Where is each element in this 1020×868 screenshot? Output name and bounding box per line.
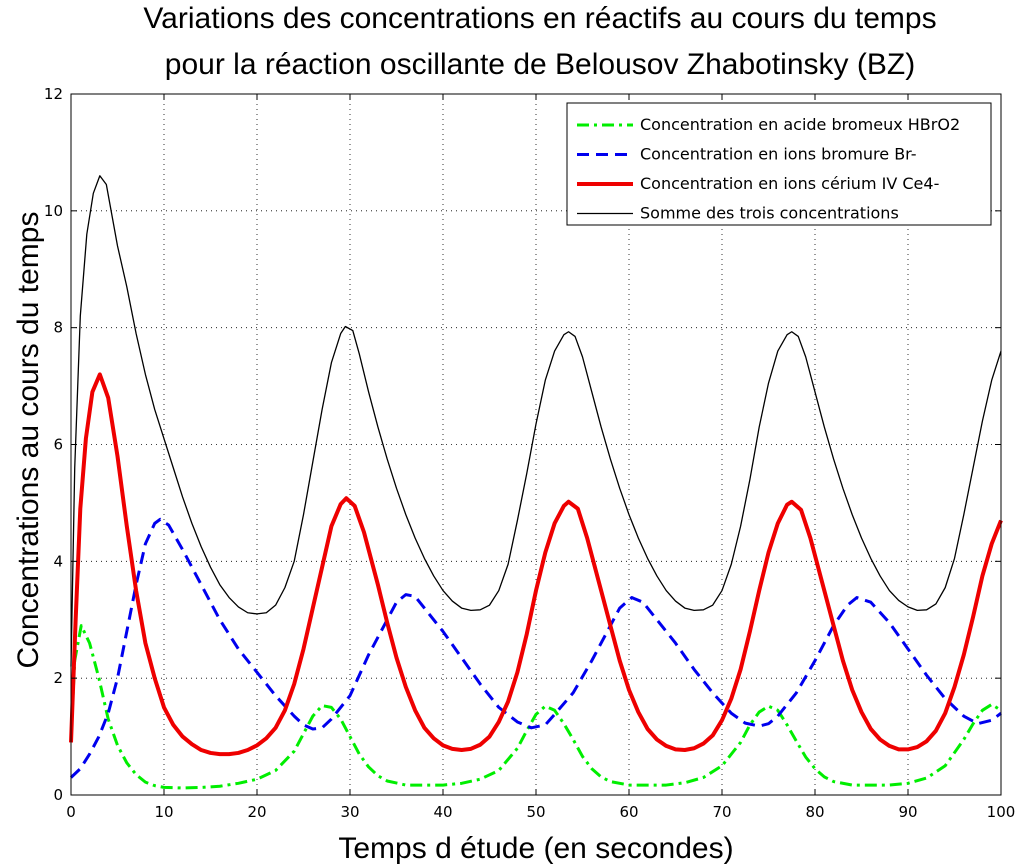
x-tick-label: 40 [433, 803, 452, 821]
x-tick-label: 80 [805, 803, 824, 821]
y-tick-label: 12 [44, 85, 63, 103]
x-tick-label: 20 [247, 803, 266, 821]
y-axis-label: Concentrations au cours du temps [12, 212, 45, 669]
x-tick-label: 50 [526, 803, 545, 821]
legend-label-1: Concentration en acide bromeux HBrO2 [640, 115, 960, 134]
x-tick-label: 70 [712, 803, 731, 821]
y-tick-label: 0 [53, 786, 63, 804]
x-tick-label: 30 [340, 803, 359, 821]
y-tick-label: 2 [53, 669, 63, 687]
x-tick-label: 90 [898, 803, 917, 821]
y-tick-label: 4 [53, 552, 63, 570]
y-tick-label: 6 [53, 436, 63, 454]
chart-title-line-2: pour la réaction oscillante de Belousov … [165, 48, 915, 81]
legend-label-3: Concentration en ions cérium IV Ce4- [640, 174, 939, 193]
series-line-4 [70, 175, 1002, 667]
legend-box [566, 102, 992, 226]
chart-title-line-1: Variations des concentrations en réactif… [143, 2, 936, 35]
x-tick-label: 10 [154, 803, 173, 821]
legend-label-4: Somme des trois concentrations [640, 204, 899, 223]
series-layer [69, 175, 1003, 790]
ticks: 0 10 20 30 40 50 60 70 80 90 100 0 2 4 6 8 10 12 [44, 85, 1015, 821]
series-line-3 [69, 372, 1003, 757]
x-axis-label: Temps d étude (en secondes) [338, 832, 733, 865]
x-tick-label: 60 [619, 803, 638, 821]
x-tick-label: 100 [987, 803, 1016, 821]
legend-label-2: Concentration en ions bromure Br- [640, 145, 917, 164]
y-tick-label: 10 [44, 202, 63, 220]
y-tick-label: 8 [53, 319, 63, 337]
x-tick-label: 0 [66, 803, 76, 821]
legend: Concentration en acide bromeux HBrO2 Conc… [566, 102, 992, 226]
